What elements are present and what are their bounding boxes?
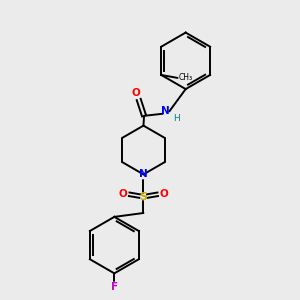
Text: O: O <box>159 189 168 199</box>
Text: H: H <box>173 114 179 123</box>
Text: F: F <box>111 282 118 292</box>
Text: CH₃: CH₃ <box>179 74 193 82</box>
Text: N: N <box>161 106 170 116</box>
Text: N: N <box>139 169 148 179</box>
Text: O: O <box>119 189 128 199</box>
Text: S: S <box>140 192 148 202</box>
Text: O: O <box>132 88 141 98</box>
